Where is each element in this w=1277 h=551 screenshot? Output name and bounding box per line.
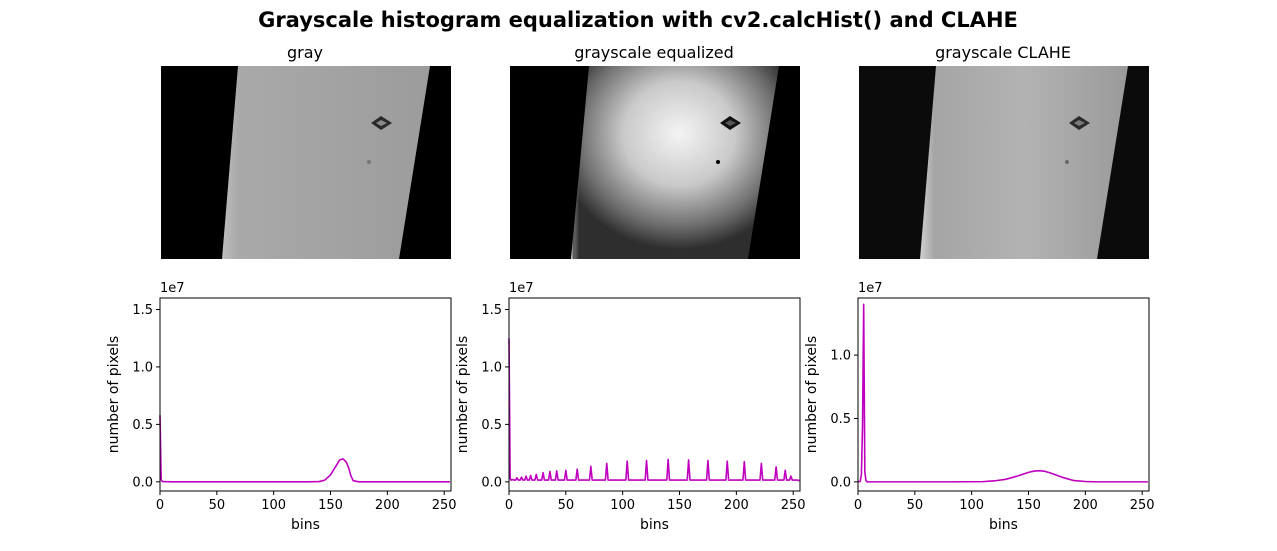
x-tick-label: 250 [781,498,806,513]
y-axis-label: number of pixels [804,336,820,453]
y-tick-label: 1.0 [481,360,502,375]
image-panel-gray: gray [161,43,451,259]
x-axis-label: bins [291,517,320,533]
image-diamond-inner [725,120,736,126]
image-title-clahe: grayscale CLAHE [935,43,1071,62]
axes-frame [508,297,801,492]
x-tick-label: 50 [907,498,924,513]
x-tick-label: 0 [505,498,513,513]
y-tick-label: 0.0 [481,475,502,490]
histogram-line [508,338,801,482]
x-tick-label: 250 [1130,498,1155,513]
x-tick-label: 50 [209,498,226,513]
x-tick-label: 50 [558,498,575,513]
x-tick-label: 150 [1016,498,1041,513]
y-offset-label: 1e7 [858,281,883,296]
x-tick-label: 200 [724,498,749,513]
x-tick-label: 150 [667,498,692,513]
x-axis-label: bins [989,517,1018,533]
x-tick-label: 150 [318,498,343,513]
y-tick-label: 1.5 [481,303,502,318]
histogram-line [857,303,1148,483]
figure-title: Grayscale histogram equalization with cv… [258,8,1018,32]
y-tick-label: 1.5 [132,303,153,318]
axes-frame [159,297,452,492]
x-tick-label: 200 [375,498,400,513]
x-axis-label: bins [640,517,669,533]
histogram-line [159,415,450,483]
image-dot [716,160,720,164]
x-tick-label: 100 [959,498,984,513]
image-diamond-inner [1074,120,1085,126]
y-tick-label: 1.0 [830,349,851,364]
x-tick-label: 100 [610,498,635,513]
y-axis-label: number of pixels [106,336,122,453]
image-dot [367,160,371,164]
x-tick-label: 100 [261,498,286,513]
image-material-strip [222,66,430,259]
y-tick-label: 0.5 [830,412,851,427]
image-left-edge-highlight [571,66,615,259]
image-title-gray: gray [287,43,323,62]
image-material-strip [920,66,1128,259]
axes-frame [857,297,1150,492]
y-offset-label: 1e7 [160,281,185,296]
x-tick-label: 250 [432,498,457,513]
y-offset-label: 1e7 [509,281,534,296]
histogram-gray: 0 50 100 150 200 250 0.0 0.5 1.0 1.5 1e7 bins number… [106,281,457,533]
image-panel-equalized: grayscale equalized [510,43,800,259]
y-tick-label: 0.0 [830,475,851,490]
image-title-equalized: grayscale equalized [574,43,734,62]
histogram-equalized: 0 50 100 150 200 250 0.0 0.5 1.0 1.5 1e7 bins number… [455,281,806,533]
y-tick-label: 0.5 [132,418,153,433]
x-tick-label: 0 [854,498,862,513]
y-tick-label: 0.0 [132,475,153,490]
y-tick-label: 0.5 [481,418,502,433]
x-tick-label: 200 [1073,498,1098,513]
x-tick-label: 0 [156,498,164,513]
image-panel-clahe: grayscale CLAHE [859,43,1149,259]
y-axis-label: number of pixels [455,336,471,453]
image-dot [1065,160,1069,164]
histogram-clahe: 0 50 100 150 200 250 0.0 0.5 1.0 1e7 bins number of… [804,281,1155,533]
y-tick-label: 1.0 [132,360,153,375]
image-material-strip [571,66,779,259]
image-diamond-inner [376,120,387,126]
